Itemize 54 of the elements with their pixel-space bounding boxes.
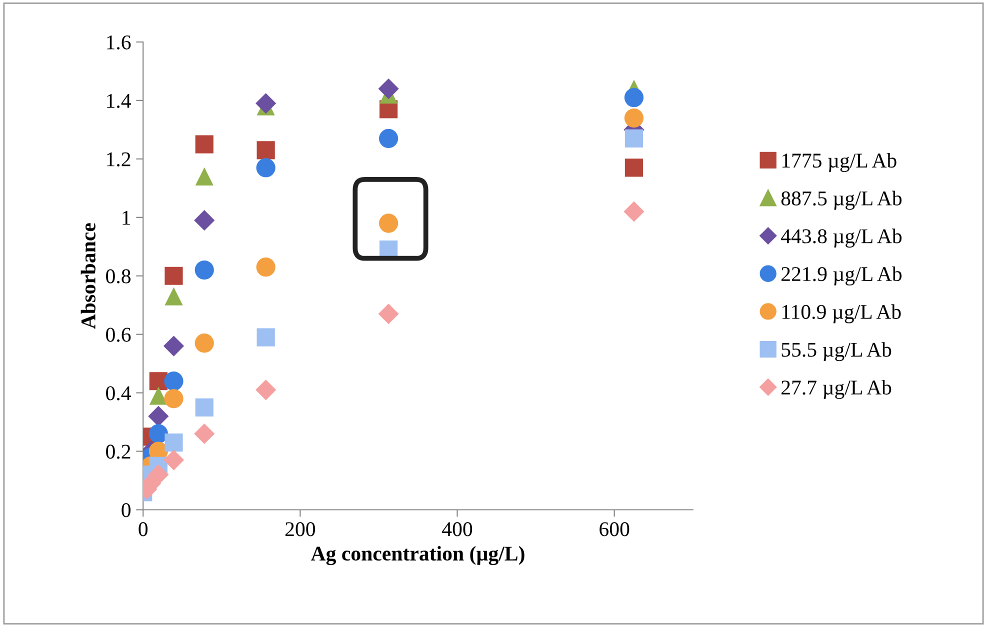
point (624, 158, 644, 177)
legend-label: 27.7 µg/L Ab (782, 380, 892, 399)
x-tick-label: 200 (285, 522, 316, 536)
point (194, 260, 214, 280)
y-tick-label: 0.8 (106, 269, 131, 284)
point (624, 108, 644, 128)
y-tick-label: 1.4 (107, 94, 131, 108)
point (256, 380, 276, 400)
point (195, 135, 214, 154)
point (164, 433, 183, 452)
point (624, 129, 644, 148)
y-axis-title: Absorbance (80, 223, 96, 329)
legend-label: 1775 µg/L Ab (782, 152, 896, 172)
point (194, 210, 215, 231)
point (624, 201, 644, 222)
point (378, 128, 398, 148)
point (378, 304, 399, 324)
legend-label: 55.5 µg/L Ab (782, 342, 892, 362)
y-tick-label: 0 (122, 503, 131, 518)
x-tick-label: 400 (442, 522, 472, 536)
point (194, 334, 214, 353)
x-axis-title: Ag concentration (µg/L) (310, 546, 524, 566)
y-tick-label: 0.6 (106, 328, 131, 342)
point (163, 336, 184, 356)
point (163, 450, 184, 470)
legend-label: 221.9 µg/L Ab (782, 266, 902, 286)
point (164, 389, 184, 408)
y-tick-label: 0.2 (106, 444, 130, 459)
x-tick-label: 600 (600, 522, 630, 536)
legend-label: 443.8 µg/L Ab (781, 228, 902, 248)
y-tick-label: 0.4 (106, 386, 131, 400)
legend-label: 887.5 µg/L Ab (781, 190, 902, 210)
point (256, 93, 276, 114)
point (378, 78, 399, 100)
point (164, 266, 183, 285)
point (624, 88, 644, 108)
point (195, 398, 214, 416)
point (256, 141, 275, 160)
point (256, 258, 276, 277)
point (148, 464, 169, 485)
y-tick-label: 1.6 (107, 35, 131, 50)
point (256, 328, 275, 346)
point (164, 372, 184, 391)
y-tick-label: 1.2 (107, 152, 130, 166)
point (149, 386, 168, 405)
legend-label: 110.9 µg/L Ab (782, 304, 901, 324)
point (378, 214, 398, 233)
point (194, 423, 215, 444)
point (148, 424, 168, 444)
point (164, 287, 183, 306)
y-tick-label: 1 (122, 210, 130, 225)
point (256, 158, 276, 178)
point (195, 167, 214, 186)
x-tick-label: 0 (138, 522, 148, 536)
